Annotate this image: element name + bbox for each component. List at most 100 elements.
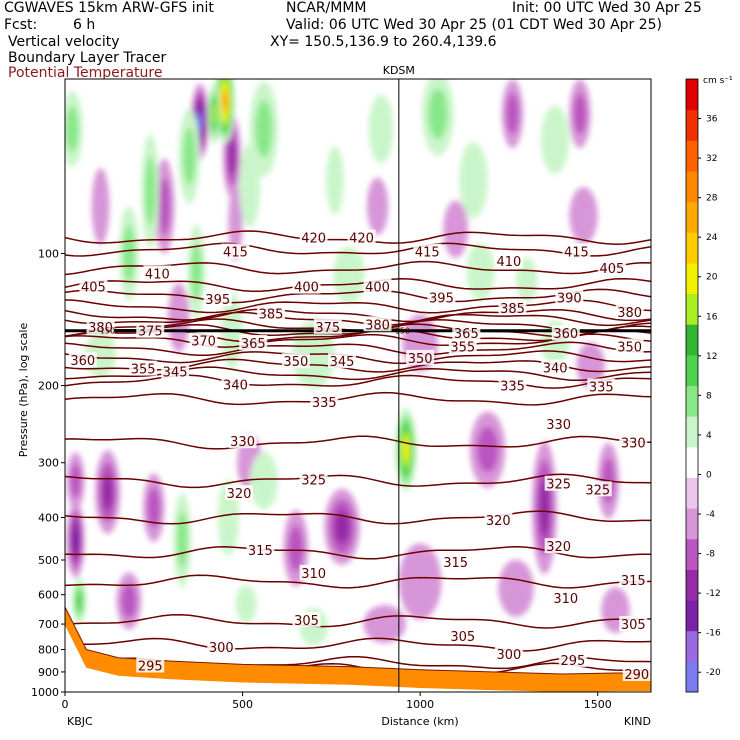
upward-motion-area — [212, 103, 217, 124]
theta-label-bg — [363, 278, 392, 294]
y-tick-label: 300 — [38, 457, 59, 470]
colorbar-tick-label: 4 — [706, 431, 712, 441]
theta-label-bg — [292, 278, 321, 294]
theta-label: 365 — [454, 327, 479, 342]
downward-motion-area — [366, 177, 389, 235]
theta-label-bg — [498, 377, 527, 393]
init-time: Init: 00 UTC Wed 30 Apr 25 — [512, 0, 702, 16]
left-endpoint-label: KBJC — [67, 715, 93, 728]
colorbar-swatch — [686, 79, 698, 111]
colorbar-swatch — [686, 538, 698, 570]
theta-label: 325 — [301, 474, 326, 489]
y-tick-label: 1000 — [31, 686, 59, 699]
theta-label: 325 — [546, 478, 571, 493]
theta-contour-320 — [65, 510, 651, 525]
theta-label-bg — [413, 243, 442, 259]
theta-label-bg — [619, 571, 648, 587]
x-tick-label: 0 — [62, 698, 69, 711]
y-tick-label: 200 — [38, 380, 59, 393]
colorbar-swatch — [686, 201, 698, 233]
theta-label: 310 — [301, 567, 326, 582]
y-tick-label: 900 — [38, 666, 59, 679]
colorbar-swatch — [686, 569, 698, 601]
theta-label: 300 — [497, 648, 522, 663]
upward-motion-area — [255, 100, 273, 158]
colorbar-tick-label: 8 — [706, 391, 712, 401]
downward-motion-area — [228, 138, 236, 175]
theta-label-bg — [310, 393, 339, 409]
theta-label: 380 — [88, 321, 113, 336]
theta-label-bg — [347, 229, 376, 245]
theta-label: 330 — [546, 418, 571, 433]
y-axis: 100 200 300 400 500 600 700 800 900 1000 — [31, 247, 65, 699]
downward-motion-area — [334, 510, 350, 544]
colorbar-tick-label: 0 — [706, 470, 712, 480]
theta-contour-355 — [65, 350, 651, 365]
theta-label-bg — [129, 360, 158, 376]
theta-label: 305 — [450, 630, 475, 645]
y-tick-label: 700 — [38, 618, 59, 631]
theta-label: 395 — [205, 293, 230, 308]
forecast-hour: 6 h — [73, 17, 96, 33]
colorbar-swatch — [686, 661, 698, 693]
downward-motion-area — [158, 177, 171, 235]
upward-motion-area — [459, 141, 488, 219]
forecast-label: Fcst: — [4, 17, 38, 33]
model-title: CGWAVES 15km ARW-GFS init — [4, 0, 214, 16]
vertical-velocity-field: 420 420 415 415 415 410 410 405 405 400 400 395 395 3… — [65, 79, 651, 692]
theta-label-bg — [225, 485, 254, 501]
upward-motion-area — [516, 257, 538, 303]
theta-label-bg — [427, 289, 456, 305]
theta-label-bg — [484, 511, 513, 527]
y-tick-label: 400 — [38, 512, 59, 525]
theta-label: 360 — [70, 354, 95, 369]
theta-label: 320 — [227, 487, 252, 502]
downward-motion-area — [147, 487, 161, 529]
upward-motion-area — [326, 145, 344, 215]
theta-label: 300 — [209, 641, 234, 656]
theta-label: 320 — [546, 540, 571, 555]
upward-motion-area — [249, 452, 279, 510]
theta-label: 315 — [621, 574, 646, 589]
upward-motion-area — [182, 127, 196, 185]
theta-contour-325 — [65, 473, 651, 489]
colorbar-swatch — [686, 262, 698, 295]
x-tick-label: 1500 — [584, 698, 612, 711]
theta-label-bg — [328, 353, 357, 369]
upward-motion-area — [65, 106, 79, 152]
upward-motion-area — [540, 105, 570, 174]
theta-label-bg — [313, 318, 342, 334]
theta-label: 405 — [81, 281, 106, 296]
theta-label: 335 — [589, 380, 614, 395]
theta-label-bg — [299, 229, 328, 245]
theta-label: 415 — [415, 246, 440, 261]
theta-label: 290 — [624, 668, 649, 683]
theta-label: 410 — [497, 255, 522, 270]
theta-label-bg — [406, 349, 435, 365]
valid-time: Valid: 06 UTC Wed 30 Apr 25 (01 CDT Wed … — [286, 17, 663, 33]
theta-label: 315 — [443, 556, 468, 571]
theta-label: 330 — [230, 435, 255, 450]
theta-label-bg — [299, 471, 328, 487]
theta-label-bg — [619, 616, 648, 632]
theta-label-bg — [555, 289, 584, 305]
theta-label-bg — [246, 542, 275, 558]
colorbar-swatch — [686, 508, 698, 540]
theta-label-bg — [221, 376, 250, 392]
theta-contour-400 — [65, 288, 651, 304]
theta-label-bg — [452, 325, 481, 341]
theta-label: 375 — [315, 321, 340, 336]
theta-label-bg — [615, 304, 644, 320]
theta-contour-300 — [65, 637, 651, 652]
theta-contour-335 — [65, 391, 651, 406]
theta-label: 415 — [564, 246, 589, 261]
downward-motion-area — [398, 543, 442, 620]
downward-motion-area — [121, 583, 137, 619]
x-axis: 0 500 1000 1500 — [62, 692, 612, 711]
theta-label: 415 — [223, 246, 248, 261]
theta-label: 335 — [500, 380, 525, 395]
theta-contour-390 — [65, 308, 651, 323]
theta-label: 335 — [312, 396, 337, 411]
theta-label-bg — [161, 363, 190, 379]
